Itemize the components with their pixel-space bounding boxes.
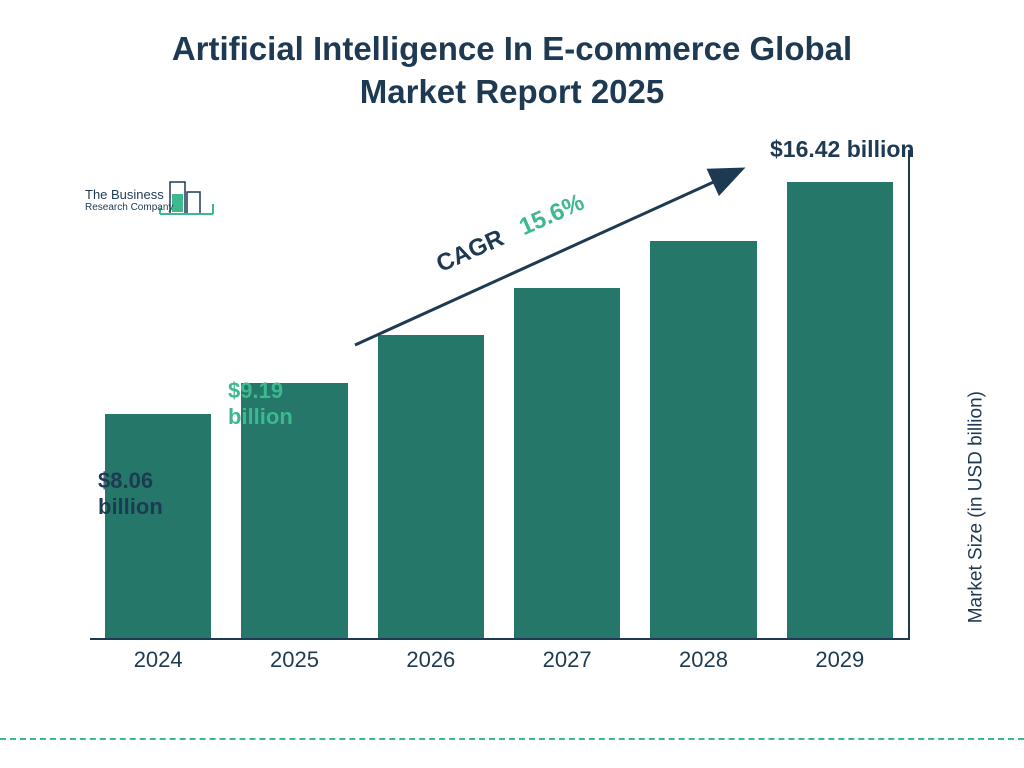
bar-2024 [105, 414, 211, 638]
bar-wrapper-2024: 2024 [90, 150, 226, 638]
xlabel-2026: 2026 [363, 647, 499, 673]
xlabel-2029: 2029 [772, 647, 908, 673]
bar-2029 [787, 182, 893, 638]
xlabel-2024: 2024 [90, 647, 226, 673]
callout-2024: $8.06 billion [98, 468, 163, 521]
bottom-dashed-line [0, 738, 1024, 740]
title-line1: Artificial Intelligence In E-commerce Gl… [172, 30, 852, 67]
callout-2029: $16.42 billion [770, 136, 914, 164]
xlabel-2028: 2028 [635, 647, 771, 673]
bar-2026 [378, 335, 484, 638]
y-axis-label: Market Size (in USD billion) [965, 391, 987, 623]
callout-2025: $9.19 billion [228, 378, 293, 431]
bar-wrapper-2029: 2029 [772, 150, 908, 638]
xlabel-2025: 2025 [226, 647, 362, 673]
xlabel-2027: 2027 [499, 647, 635, 673]
title-line2: Market Report 2025 [360, 73, 664, 110]
chart-title: Artificial Intelligence In E-commerce Gl… [0, 28, 1024, 114]
cagr-arrow [340, 150, 770, 370]
